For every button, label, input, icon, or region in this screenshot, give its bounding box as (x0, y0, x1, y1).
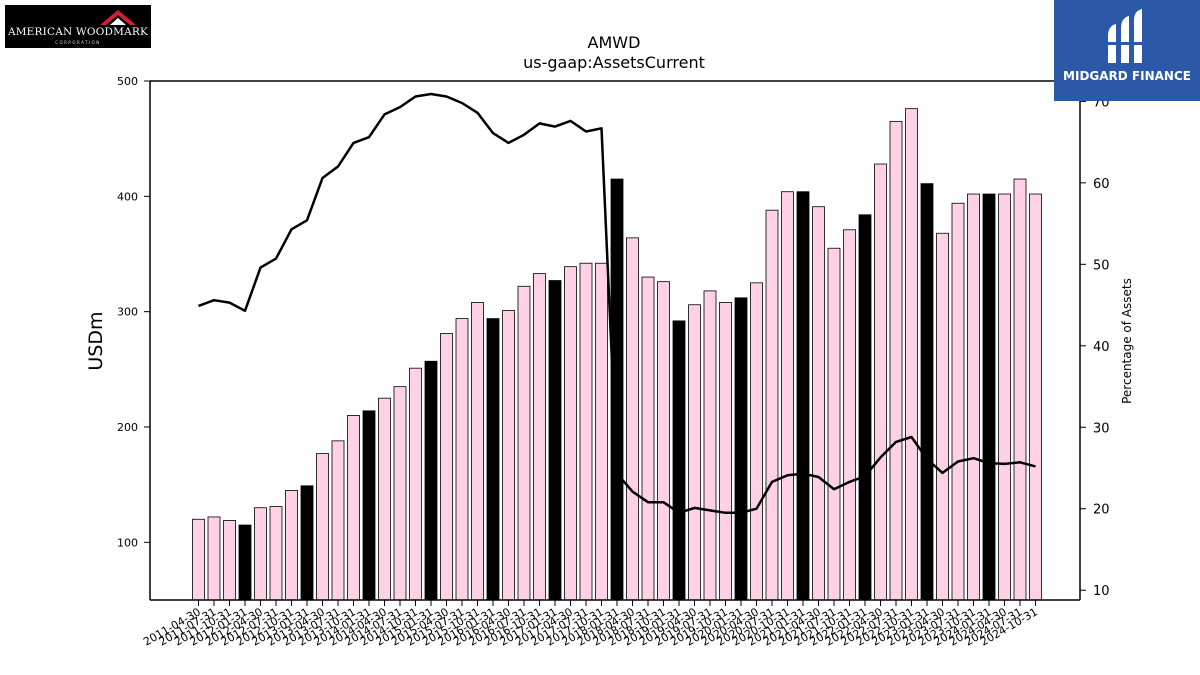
series-line (198, 92, 1036, 515)
bar (393, 386, 407, 601)
bar (827, 247, 841, 601)
bar (254, 507, 267, 601)
bar (440, 333, 453, 601)
bar (424, 360, 438, 601)
bar (626, 237, 639, 601)
bar (300, 485, 314, 601)
bar (471, 302, 484, 601)
bar (858, 214, 872, 601)
bar (719, 302, 732, 601)
chart-title: AMWD (588, 33, 641, 52)
company-logo-subtext: CORPORATION (55, 40, 101, 45)
bar (688, 304, 701, 601)
chart-subtitle: us-gaap:AssetsCurrent (523, 53, 705, 72)
roof-logo-icon (100, 10, 136, 25)
y2-tick-label: 60 (1093, 177, 1110, 192)
bar (796, 191, 810, 601)
bar (657, 281, 670, 601)
bar (455, 318, 469, 601)
bar (409, 367, 422, 601)
bar (843, 229, 856, 601)
bar (936, 232, 949, 601)
bar (533, 273, 546, 601)
bar (874, 163, 887, 601)
bar (285, 490, 298, 601)
bar (517, 285, 531, 601)
y-tick-label: 500 (117, 75, 138, 88)
midgard-emblem-icon (1104, 9, 1150, 63)
y2-tick-label: 50 (1093, 258, 1110, 273)
bar (982, 193, 996, 601)
bar (998, 193, 1011, 601)
bar (207, 516, 221, 601)
bar (951, 202, 965, 601)
bar (967, 193, 980, 601)
bar (486, 318, 500, 601)
bar (889, 120, 903, 601)
bar (703, 290, 717, 601)
bar (331, 440, 345, 601)
bar (905, 108, 918, 601)
bar (750, 282, 763, 601)
y-axis-label: USDm (85, 311, 107, 370)
bar (765, 209, 779, 601)
y-tick-label: 200 (117, 421, 138, 434)
bar (269, 506, 283, 601)
y-tick-label: 100 (117, 536, 138, 549)
bar (502, 310, 515, 601)
bar (595, 262, 608, 601)
bar (192, 518, 205, 601)
midgard-finance-text: MIDGARD FINANCE (1063, 69, 1191, 83)
y-tick-label: 400 (117, 190, 138, 203)
bar (920, 183, 934, 601)
company-logo-text: AMERICAN WOODMARK (7, 26, 149, 38)
bar (781, 191, 794, 601)
y2-tick-label: 10 (1093, 584, 1110, 599)
bar (238, 524, 252, 601)
bar (641, 276, 655, 601)
bar (1029, 193, 1042, 601)
bar (734, 297, 748, 601)
bar (362, 410, 376, 601)
y2-tick-label: 40 (1093, 340, 1110, 355)
bar (672, 320, 686, 601)
bar (223, 520, 236, 601)
bar (316, 453, 329, 601)
y2-axis-label: Percentage of Assets (1120, 278, 1134, 404)
bar (564, 266, 577, 601)
y2-tick-label: 30 (1093, 421, 1110, 436)
bar (378, 397, 391, 601)
company-logo: AMERICAN WOODMARK CORPORATION (5, 5, 151, 48)
bar (1013, 178, 1027, 601)
midgard-finance-logo: MIDGARD FINANCE (1054, 0, 1200, 101)
bar (579, 262, 593, 601)
y2-tick-label: 20 (1093, 503, 1110, 518)
bar (347, 415, 360, 601)
bar (812, 206, 825, 601)
bar (548, 280, 562, 601)
y-tick-label: 300 (117, 306, 138, 319)
